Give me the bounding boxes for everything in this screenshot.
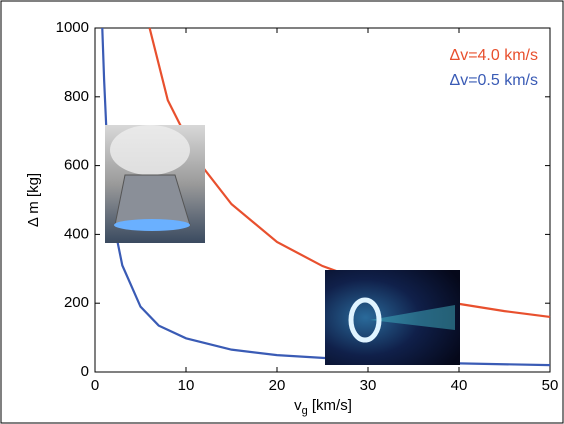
thruster-photo bbox=[325, 270, 460, 365]
legend-label: Δv=4.0 km/s bbox=[450, 47, 539, 64]
y-axis-label: Δ m [kg] bbox=[25, 173, 42, 227]
x-tick-label: 50 bbox=[542, 377, 559, 394]
y-tick-label: 400 bbox=[64, 225, 89, 242]
rocket-photo bbox=[105, 125, 205, 243]
y-tick-label: 600 bbox=[64, 157, 89, 174]
x-tick-label: 20 bbox=[269, 377, 286, 394]
x-tick-label: 0 bbox=[91, 377, 99, 394]
x-tick-label: 10 bbox=[178, 377, 195, 394]
y-tick-label: 200 bbox=[64, 294, 89, 311]
legend-label: Δv=0.5 km/s bbox=[450, 72, 539, 89]
x-axis-label: vg [km/s] bbox=[294, 397, 352, 417]
y-tick-label: 0 bbox=[81, 363, 89, 380]
x-tick-label: 40 bbox=[451, 377, 468, 394]
x-tick-label: 30 bbox=[360, 377, 377, 394]
y-tick-label: 1000 bbox=[56, 19, 89, 36]
y-tick-label: 800 bbox=[64, 88, 89, 105]
